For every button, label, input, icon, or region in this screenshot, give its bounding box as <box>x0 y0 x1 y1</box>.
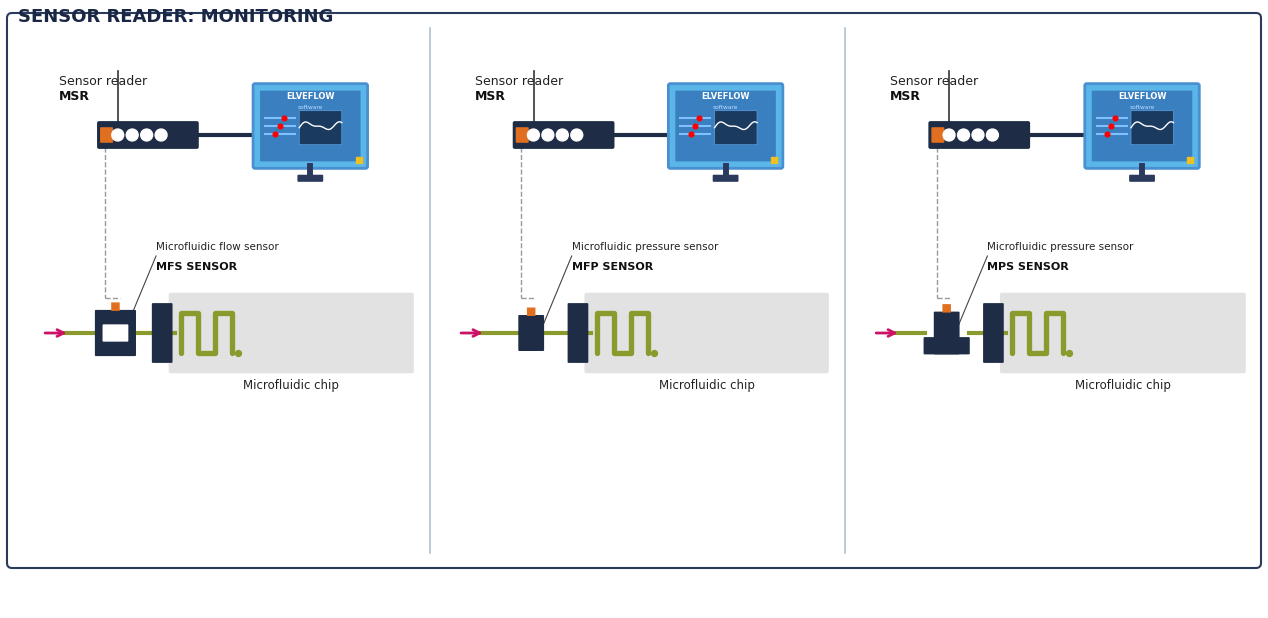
FancyBboxPatch shape <box>668 83 782 168</box>
Text: MSR: MSR <box>890 90 921 103</box>
Circle shape <box>541 129 554 141</box>
FancyBboxPatch shape <box>928 121 1030 149</box>
FancyBboxPatch shape <box>260 91 360 161</box>
FancyBboxPatch shape <box>169 293 413 373</box>
FancyBboxPatch shape <box>298 175 323 182</box>
Text: Microfluidic pressure sensor: Microfluidic pressure sensor <box>572 242 718 252</box>
FancyBboxPatch shape <box>715 111 757 145</box>
Text: Sensor reader: Sensor reader <box>474 75 563 88</box>
Text: Sensor reader: Sensor reader <box>890 75 978 88</box>
Text: Microfluidic chip: Microfluidic chip <box>243 379 340 392</box>
Text: Microfluidic pressure sensor: Microfluidic pressure sensor <box>988 242 1134 252</box>
Text: MSR: MSR <box>58 90 90 103</box>
Text: MPS SENSOR: MPS SENSOR <box>988 262 1069 272</box>
FancyBboxPatch shape <box>95 310 136 356</box>
FancyBboxPatch shape <box>585 293 829 373</box>
Circle shape <box>987 129 998 141</box>
FancyBboxPatch shape <box>568 303 588 363</box>
FancyBboxPatch shape <box>152 303 172 363</box>
FancyBboxPatch shape <box>112 302 119 311</box>
FancyArrowPatch shape <box>462 329 479 336</box>
Circle shape <box>957 129 970 141</box>
FancyBboxPatch shape <box>932 127 945 143</box>
Text: MFS SENSOR: MFS SENSOR <box>156 262 237 272</box>
FancyBboxPatch shape <box>1092 91 1192 161</box>
Text: MSR: MSR <box>474 90 506 103</box>
FancyBboxPatch shape <box>1085 83 1200 168</box>
FancyBboxPatch shape <box>983 303 1004 363</box>
FancyBboxPatch shape <box>942 304 951 313</box>
Circle shape <box>943 129 955 141</box>
Circle shape <box>155 129 167 141</box>
Text: MFP SENSOR: MFP SENSOR <box>572 262 653 272</box>
Circle shape <box>973 129 984 141</box>
Circle shape <box>527 129 539 141</box>
Text: ELVEFLOW: ELVEFLOW <box>1118 92 1167 101</box>
Text: software: software <box>1130 104 1155 109</box>
FancyBboxPatch shape <box>100 127 113 143</box>
FancyArrowPatch shape <box>46 329 63 336</box>
FancyBboxPatch shape <box>713 175 738 182</box>
FancyBboxPatch shape <box>1131 111 1173 145</box>
Text: SENSOR READER: MONITORING: SENSOR READER: MONITORING <box>18 8 333 26</box>
Text: ELVEFLOW: ELVEFLOW <box>701 92 749 101</box>
Circle shape <box>127 129 138 141</box>
Circle shape <box>557 129 568 141</box>
FancyBboxPatch shape <box>676 91 776 161</box>
FancyBboxPatch shape <box>516 127 529 143</box>
FancyBboxPatch shape <box>254 83 368 168</box>
Text: Sensor reader: Sensor reader <box>58 75 147 88</box>
FancyBboxPatch shape <box>519 315 544 351</box>
FancyBboxPatch shape <box>8 13 1260 568</box>
FancyBboxPatch shape <box>98 121 199 149</box>
FancyArrowPatch shape <box>876 329 895 336</box>
Text: Microfluidic chip: Microfluidic chip <box>1075 379 1170 392</box>
Text: software: software <box>713 104 738 109</box>
Circle shape <box>141 129 152 141</box>
FancyBboxPatch shape <box>923 337 970 354</box>
Text: Microfluidic flow sensor: Microfluidic flow sensor <box>156 242 279 252</box>
Text: ELVEFLOW: ELVEFLOW <box>287 92 335 101</box>
Circle shape <box>112 129 124 141</box>
FancyBboxPatch shape <box>1129 175 1155 182</box>
Text: Microfluidic chip: Microfluidic chip <box>658 379 754 392</box>
FancyBboxPatch shape <box>1000 293 1245 373</box>
FancyBboxPatch shape <box>527 308 535 316</box>
Text: software: software <box>298 104 323 109</box>
FancyBboxPatch shape <box>299 111 342 145</box>
FancyBboxPatch shape <box>512 121 615 149</box>
FancyBboxPatch shape <box>103 324 128 342</box>
Circle shape <box>571 129 583 141</box>
FancyBboxPatch shape <box>933 311 960 354</box>
